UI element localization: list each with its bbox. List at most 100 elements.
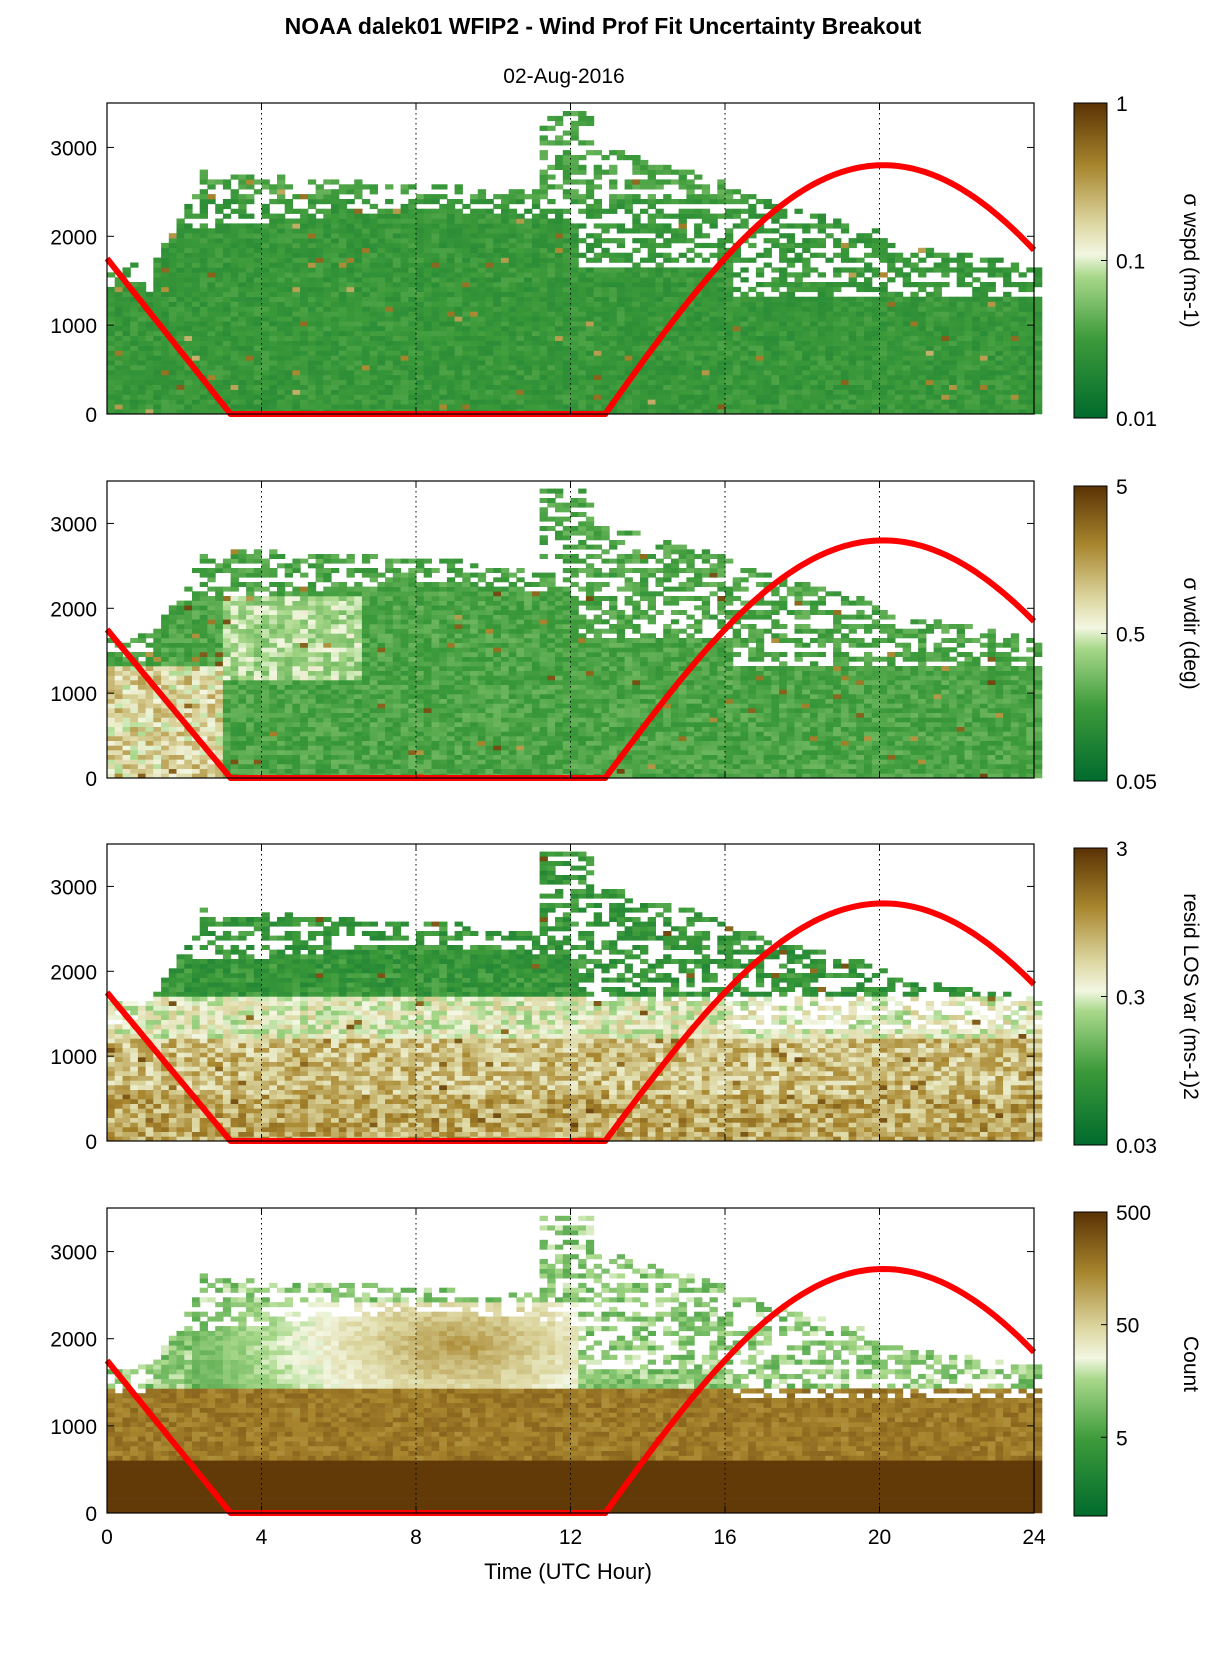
heatmap-cell	[439, 262, 448, 268]
heatmap-cell	[1026, 360, 1035, 366]
heatmap-cell	[315, 394, 324, 400]
heatmap-cell	[346, 365, 355, 371]
heatmap-cell	[755, 355, 765, 361]
heatmap-cell	[392, 374, 402, 381]
heatmap-cell	[678, 277, 687, 283]
heatmap-cell	[161, 267, 170, 273]
heatmap-cell	[578, 374, 587, 381]
heatmap-cell	[1026, 404, 1035, 410]
heatmap-cell	[168, 754, 178, 760]
heatmap-cell	[114, 722, 123, 727]
heatmap-cell	[300, 350, 309, 356]
heatmap-cell	[493, 389, 502, 395]
heatmap-cell	[199, 394, 208, 400]
heatmap-cell	[779, 384, 788, 390]
heatmap-cell	[894, 360, 904, 366]
heatmap-cell	[331, 194, 340, 200]
heatmap-cell	[431, 272, 440, 278]
heatmap-cell	[130, 262, 139, 268]
heatmap-cell	[369, 321, 378, 327]
heatmap-cell	[423, 370, 432, 376]
heatmap-cell	[122, 365, 131, 371]
heatmap-cell	[902, 355, 911, 361]
heatmap-cell	[222, 267, 232, 273]
heatmap-cell	[601, 321, 610, 327]
heatmap-cell	[933, 389, 942, 395]
heatmap-cell	[361, 330, 371, 337]
heatmap-cell	[307, 272, 317, 278]
heatmap-cell	[331, 247, 340, 253]
heatmap-cell	[161, 277, 170, 283]
heatmap-cell	[616, 282, 626, 288]
heatmap-cell	[609, 379, 618, 385]
heatmap-cell	[1034, 296, 1043, 302]
heatmap-cell	[933, 311, 942, 317]
heatmap-cell	[910, 262, 919, 268]
heatmap-cell	[215, 409, 224, 415]
heatmap-cell	[794, 340, 803, 346]
heatmap-cell	[153, 409, 162, 415]
heatmap-cell	[701, 335, 711, 341]
heatmap-cell	[524, 242, 533, 249]
heatmap-cell	[516, 350, 525, 356]
heatmap-cell	[107, 321, 116, 327]
heatmap-cell	[1003, 335, 1012, 341]
heatmap-cell	[431, 286, 440, 293]
heatmap-cell	[833, 345, 842, 351]
heatmap-cell	[539, 316, 548, 322]
heatmap-cell	[910, 360, 919, 366]
heatmap-cell	[462, 350, 471, 356]
heatmap-cell	[369, 326, 378, 332]
heatmap-cell	[725, 374, 734, 381]
heatmap-cell	[624, 257, 633, 263]
heatmap-cell	[1026, 282, 1035, 288]
heatmap-cell	[562, 218, 572, 224]
heatmap-cell	[547, 345, 556, 351]
heatmap-cell	[423, 194, 432, 200]
heatmap-cell	[732, 389, 741, 395]
heatmap-cell	[114, 750, 123, 755]
heatmap-cell	[439, 365, 448, 371]
heatmap-cell	[987, 389, 996, 395]
heatmap-cell	[624, 179, 633, 185]
heatmap-cell	[910, 389, 919, 395]
heatmap-cell	[786, 330, 796, 337]
heatmap-cell	[354, 306, 363, 312]
heatmap-cell	[222, 223, 232, 229]
heatmap-cell	[107, 345, 116, 351]
heatmap-cell	[122, 272, 131, 278]
heatmap-cell	[385, 286, 394, 293]
heatmap-cell	[925, 345, 935, 351]
heatmap-cell	[740, 360, 749, 366]
heatmap-cell	[215, 311, 224, 317]
heatmap-cell	[910, 409, 919, 415]
heatmap-cell	[562, 155, 572, 161]
heatmap-cell	[307, 345, 317, 351]
heatmap-cell	[323, 301, 332, 307]
heatmap-cell	[192, 277, 201, 283]
heatmap-cell	[277, 384, 286, 390]
heatmap-cell	[338, 203, 348, 210]
heatmap-cell	[609, 203, 618, 210]
heatmap-cell	[168, 661, 178, 667]
heatmap-cell	[423, 277, 432, 283]
heatmap-cell	[408, 267, 417, 273]
heatmap-cell	[779, 208, 788, 214]
heatmap-cell	[539, 379, 548, 385]
heatmap-cell	[887, 365, 896, 371]
heatmap-cell	[315, 208, 324, 214]
heatmap-cell	[501, 252, 510, 258]
heatmap-cell	[400, 238, 409, 244]
heatmap-cell	[709, 306, 718, 312]
heatmap-cell	[995, 404, 1004, 410]
heatmap-cell	[609, 277, 618, 283]
heatmap-cell	[176, 272, 185, 278]
heatmap-cell	[454, 306, 463, 312]
heatmap-cell	[439, 316, 448, 322]
heatmap-cell	[230, 350, 239, 356]
heatmap-cell	[570, 389, 579, 395]
heatmap-cell	[392, 238, 402, 244]
heatmap-cell	[361, 394, 371, 400]
heatmap-cell	[593, 286, 602, 293]
heatmap-cell	[246, 311, 255, 317]
